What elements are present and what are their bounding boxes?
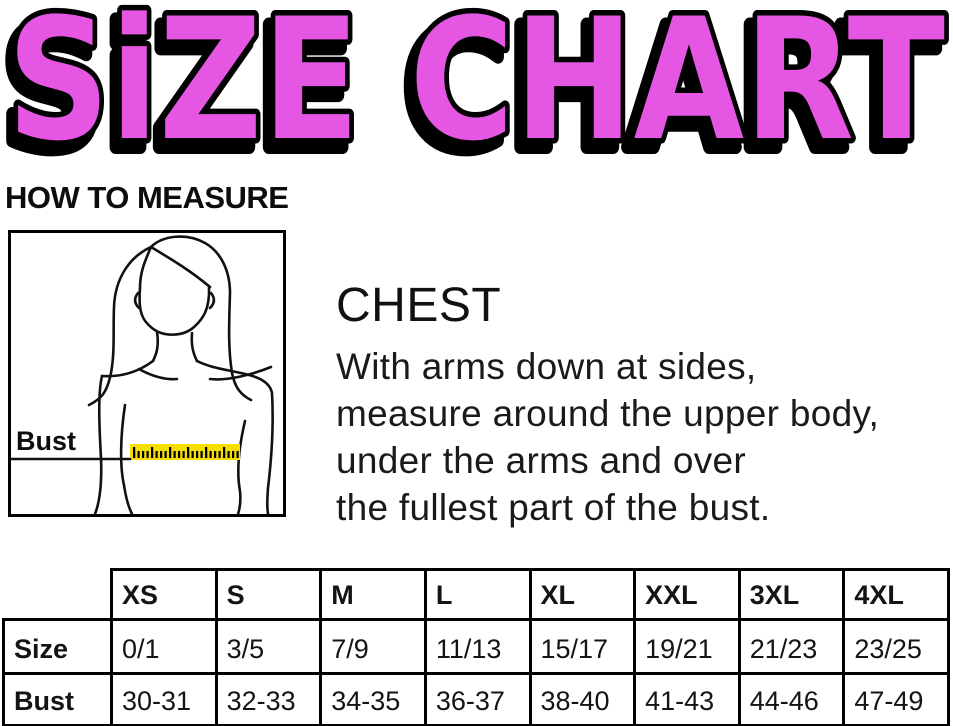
bust-value-cell: 32-33 — [214, 672, 323, 726]
size-value-cell: 0/1 — [110, 618, 218, 675]
collarbone-right — [208, 365, 273, 381]
column-header-3xl: 3XL — [737, 568, 846, 621]
column-header-xxl: XXL — [633, 568, 741, 621]
size-chart-table: XS S M L XL XXL 3XL 4XL Size 0/1 3/5 7/9… — [2, 568, 950, 726]
table-row-size: Size 0/1 3/5 7/9 11/13 15/17 19/21 21/23… — [2, 618, 950, 675]
face-outline — [138, 285, 211, 336]
neck-right — [190, 331, 199, 363]
bust-value-cell: 47-49 — [842, 672, 950, 726]
table-header-row: XS S M L XL XXL 3XL 4XL — [4, 568, 950, 621]
shoulder-arm-right — [195, 359, 274, 514]
body-outline-illustration — [11, 235, 274, 514]
bust-value-cell: 41-43 — [633, 672, 741, 726]
column-header-l: L — [423, 568, 532, 621]
column-header-s: S — [214, 568, 323, 621]
size-value-cell: 3/5 — [214, 618, 323, 675]
chest-description-line: the fullest part of the bust. — [336, 487, 771, 528]
hair-fringe — [149, 245, 212, 289]
column-header-m: M — [319, 568, 427, 621]
column-header-4xl: 4XL — [842, 568, 950, 621]
bust-value-cell: 38-40 — [528, 672, 637, 726]
size-chart-title-shadow: SiZE CHART — [1, 0, 937, 187]
size-value-cell: 21/23 — [737, 618, 846, 675]
chest-instructions: CHEST With arms down at sides, measure a… — [336, 278, 879, 531]
collarbone-left — [137, 367, 179, 381]
chest-description-line: under the arms and over — [336, 440, 747, 481]
bust-label: Bust — [16, 426, 76, 456]
chest-heading: CHEST — [336, 279, 502, 332]
bust-value-cell: 44-46 — [737, 672, 846, 726]
neck-left — [151, 330, 160, 363]
bust-value-cell: 36-37 — [423, 672, 532, 726]
size-value-cell: 15/17 — [528, 618, 637, 675]
column-header-xs: XS — [110, 568, 218, 621]
hair-outline-left — [87, 245, 153, 407]
size-value-cell: 11/13 — [423, 618, 532, 675]
torso-line-right — [236, 419, 247, 514]
ear-right — [208, 291, 216, 310]
measurement-figure-box: Bust — [8, 230, 286, 517]
hair-fringe-left-edge — [138, 245, 153, 290]
bust-value-cell: 34-35 — [319, 672, 427, 726]
size-chart-title: SiZE CHART SiZE CHART — [0, 0, 951, 194]
chest-description-line: With arms down at sides, — [336, 346, 757, 387]
bust-value-cell: 30-31 — [110, 672, 218, 726]
ear-left — [133, 291, 141, 310]
hair-outline-right — [149, 235, 253, 402]
how-to-measure-heading: HOW TO MEASURE — [5, 180, 289, 215]
size-value-cell: 19/21 — [633, 618, 741, 675]
size-chart-title-text: SiZE CHART — [7, 0, 945, 178]
shoulder-arm-left — [93, 359, 155, 514]
chest-description-line: measure around the upper body, — [336, 393, 880, 434]
size-value-cell: 7/9 — [319, 618, 427, 675]
torso-line-left — [119, 403, 134, 514]
column-header-xl: XL — [528, 568, 637, 621]
row-label-size: Size — [2, 618, 113, 675]
table-row-bust: Bust 30-31 32-33 34-35 36-37 38-40 41-43… — [2, 672, 950, 726]
size-value-cell: 23/25 — [842, 618, 950, 675]
row-label-bust: Bust — [2, 672, 113, 726]
table-corner-cell — [4, 570, 112, 620]
